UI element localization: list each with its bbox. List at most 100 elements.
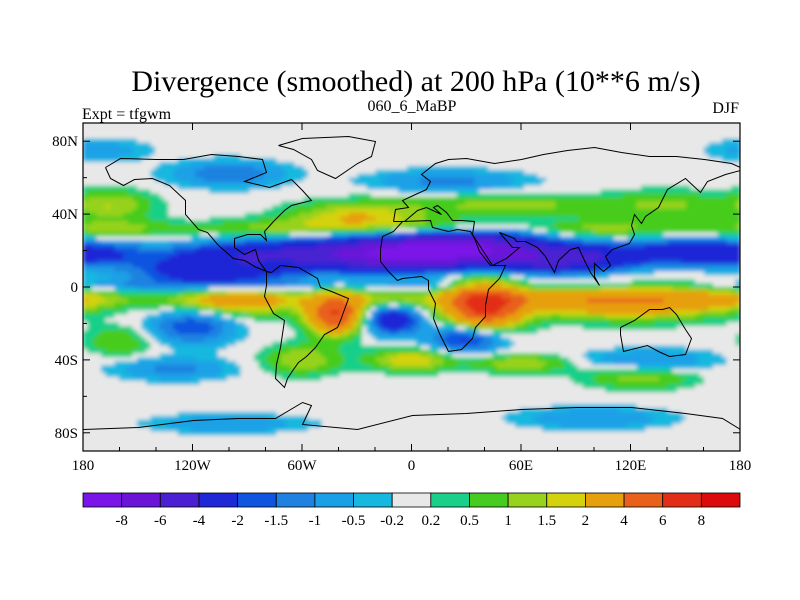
field-cell (294, 306, 305, 312)
field-cell (155, 329, 165, 335)
field-cell (524, 322, 543, 327)
field-cell (303, 322, 309, 327)
colorbar-label: -2 (231, 513, 244, 529)
field-cell (456, 294, 471, 300)
field-cell (218, 361, 237, 366)
field-cell (524, 302, 737, 308)
field-cell (213, 302, 278, 308)
field-cell (447, 333, 471, 339)
field-cell (317, 349, 341, 354)
field-cell (497, 271, 516, 276)
field-cell (83, 173, 152, 179)
field-cell (254, 353, 269, 358)
field-cell (348, 302, 363, 308)
field-cell (312, 208, 336, 214)
field-cell (735, 341, 740, 347)
field-cell (677, 372, 701, 378)
field-cell (123, 306, 161, 312)
field-cell (452, 349, 489, 354)
field-cell (519, 283, 534, 288)
field-cell (299, 314, 305, 319)
field-cell (614, 236, 629, 241)
field-cell (132, 197, 152, 202)
field-cell (582, 224, 638, 230)
field-cell (312, 326, 318, 331)
field-cell (501, 283, 512, 288)
field-cell (699, 357, 728, 362)
field-cell (245, 322, 287, 327)
field-cell (96, 236, 192, 241)
field-cell (150, 154, 215, 159)
field-cell (114, 247, 138, 253)
field-cell (474, 310, 498, 315)
field-cell (555, 201, 638, 206)
field-cell (168, 208, 264, 214)
field-cell (452, 279, 458, 284)
field-cell (429, 279, 444, 284)
field-cell (96, 290, 120, 296)
field-cell (119, 154, 152, 159)
field-cell (105, 372, 134, 378)
field-cell (735, 205, 740, 210)
field-cell (303, 314, 309, 319)
field-cell (488, 279, 507, 284)
x-tick-label: 60W (287, 458, 317, 474)
field-cell (722, 353, 740, 358)
field-cell (686, 201, 737, 206)
field-cell (506, 173, 539, 179)
field-cell (83, 240, 102, 245)
field-cell (456, 306, 471, 312)
field-cell (186, 216, 210, 222)
field-cell (465, 337, 485, 343)
field-cell (132, 146, 156, 151)
field-cell (92, 337, 138, 343)
field-cell (357, 329, 363, 335)
field-cell (83, 384, 584, 390)
field-cell (281, 353, 323, 358)
field-cell (524, 247, 579, 253)
field-cell (146, 224, 251, 230)
field-cell (177, 411, 278, 417)
field-cell (254, 177, 282, 183)
field-cell (654, 322, 728, 327)
field-cell (155, 365, 197, 370)
field-cell (344, 357, 359, 362)
field-cell (627, 423, 674, 429)
field-cell (83, 228, 89, 233)
field-cell (609, 322, 656, 327)
field-cell (303, 329, 314, 335)
field-cell (614, 361, 696, 366)
field-cell (348, 232, 377, 237)
field-cell (533, 415, 656, 421)
field-cell (380, 361, 395, 366)
field-cell (443, 279, 453, 284)
field-cell (546, 236, 561, 241)
field-cell (141, 240, 170, 245)
field-cell (308, 169, 377, 175)
field-cell (438, 372, 489, 378)
field-cell (614, 384, 669, 390)
colorbar-swatch (198, 492, 238, 508)
field-cell (389, 208, 426, 214)
field-cell (591, 376, 620, 382)
field-cell (209, 216, 260, 222)
field-cell (726, 240, 740, 245)
field-cell (159, 162, 192, 167)
field-cell (137, 329, 147, 335)
field-cell (524, 294, 740, 300)
field-cell (384, 353, 399, 358)
divergence-field (83, 123, 740, 451)
field-cell (159, 193, 350, 198)
field-cell (524, 318, 534, 323)
field-cell (191, 162, 269, 167)
field-cell (564, 365, 579, 370)
field-cell (461, 310, 476, 315)
field-cell (83, 302, 98, 308)
field-cell (231, 236, 296, 241)
field-cell (690, 283, 714, 288)
field-cell (227, 345, 264, 351)
field-cell (191, 181, 269, 187)
field-cell (303, 290, 318, 296)
field-cell (470, 365, 498, 370)
field-cell (443, 290, 462, 296)
